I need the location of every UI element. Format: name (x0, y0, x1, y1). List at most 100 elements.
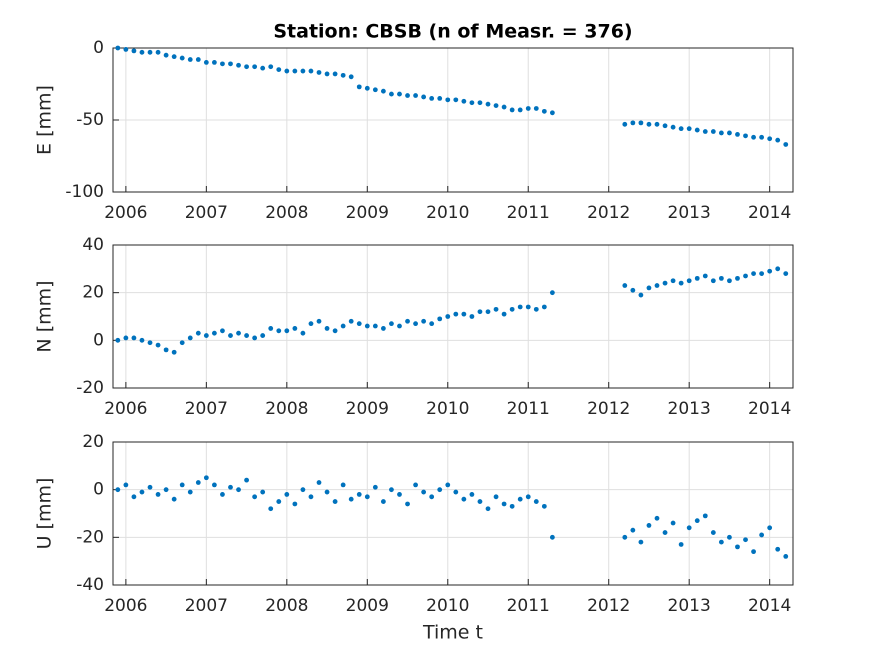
x-tick-label: 2012 (587, 596, 630, 616)
data-point (775, 137, 781, 143)
data-point (244, 333, 249, 338)
data-point (236, 62, 241, 68)
data-point (718, 539, 724, 545)
data-point (477, 499, 483, 504)
y-tick-label: -100 (65, 182, 104, 202)
data-point (139, 337, 145, 343)
data-point (195, 57, 201, 62)
data-point (509, 306, 515, 312)
data-point (461, 311, 467, 317)
data-point (686, 126, 692, 132)
x-tick-label: 2010 (426, 399, 469, 419)
data-point (195, 330, 201, 336)
x-tick-label: 2011 (507, 399, 550, 419)
data-point (252, 64, 258, 70)
data-point (743, 273, 748, 279)
data-point (316, 318, 322, 324)
data-point (493, 103, 499, 108)
data-point (364, 323, 370, 329)
data-point (453, 311, 459, 317)
x-axis-label: Time t (422, 622, 483, 644)
data-point (654, 121, 660, 127)
data-point (397, 492, 402, 497)
data-point (727, 278, 732, 284)
data-point (380, 88, 386, 94)
x-tick-label: 2014 (748, 203, 791, 223)
data-point (324, 489, 330, 495)
data-point (445, 97, 451, 103)
data-point (718, 130, 724, 136)
data-point (316, 70, 322, 75)
data-point (678, 542, 684, 547)
data-point (372, 484, 378, 490)
data-point (517, 107, 523, 113)
data-point (228, 333, 233, 338)
data-point (767, 136, 773, 142)
data-point (549, 290, 555, 296)
y-axis-label: N [mm] (34, 280, 56, 352)
data-point (767, 268, 773, 274)
data-point (421, 94, 427, 100)
y-tick-label: 0 (93, 38, 104, 58)
data-point (163, 487, 169, 493)
data-point (437, 316, 443, 322)
data-point (131, 494, 137, 500)
data-point (702, 273, 708, 279)
data-point (735, 544, 740, 550)
data-point (445, 482, 451, 488)
data-point (743, 537, 748, 543)
data-point (686, 525, 692, 531)
data-point (340, 72, 346, 78)
data-point (654, 283, 660, 288)
axes-box (112, 244, 794, 389)
x-tick-label: 2006 (104, 203, 147, 223)
data-point (775, 546, 781, 552)
x-tick-label: 2009 (346, 596, 389, 616)
data-point (453, 97, 459, 103)
data-point (340, 482, 346, 488)
data-point (211, 482, 217, 488)
data-point (260, 65, 266, 71)
x-tick-label: 2008 (265, 596, 308, 616)
y-tick-label: -40 (76, 575, 104, 595)
data-point (517, 304, 523, 310)
data-point (324, 71, 330, 77)
data-point (123, 47, 129, 52)
y-tick-label: 20 (82, 283, 104, 303)
data-point (308, 494, 314, 500)
data-point (638, 292, 644, 298)
data-point (171, 54, 177, 60)
chart-title: Station: CBSB (n of Measr. = 376) (273, 21, 632, 43)
data-point (670, 124, 676, 130)
data-point (461, 98, 467, 104)
data-point (268, 506, 274, 512)
data-point (332, 71, 338, 77)
data-point (759, 532, 765, 538)
data-point (316, 480, 322, 485)
data-point (244, 477, 249, 483)
data-point (332, 499, 338, 504)
data-point (541, 108, 547, 114)
data-point (139, 489, 145, 495)
data-point (783, 142, 789, 147)
data-point (380, 499, 386, 504)
data-point (324, 326, 330, 331)
data-point (300, 330, 306, 336)
data-point (541, 304, 547, 310)
data-point (228, 484, 233, 490)
data-point (622, 283, 628, 288)
data-point (646, 285, 652, 291)
data-point (284, 68, 290, 74)
x-tick-label: 2009 (346, 399, 389, 419)
data-point (220, 328, 225, 334)
x-tick-label: 2013 (668, 399, 711, 419)
data-point (453, 489, 459, 495)
data-point (236, 487, 241, 493)
data-point (115, 487, 121, 493)
data-point (767, 525, 773, 531)
data-point (300, 487, 306, 493)
data-point (220, 492, 225, 497)
data-point (421, 318, 427, 324)
data-point (276, 67, 282, 72)
data-point (155, 49, 161, 55)
